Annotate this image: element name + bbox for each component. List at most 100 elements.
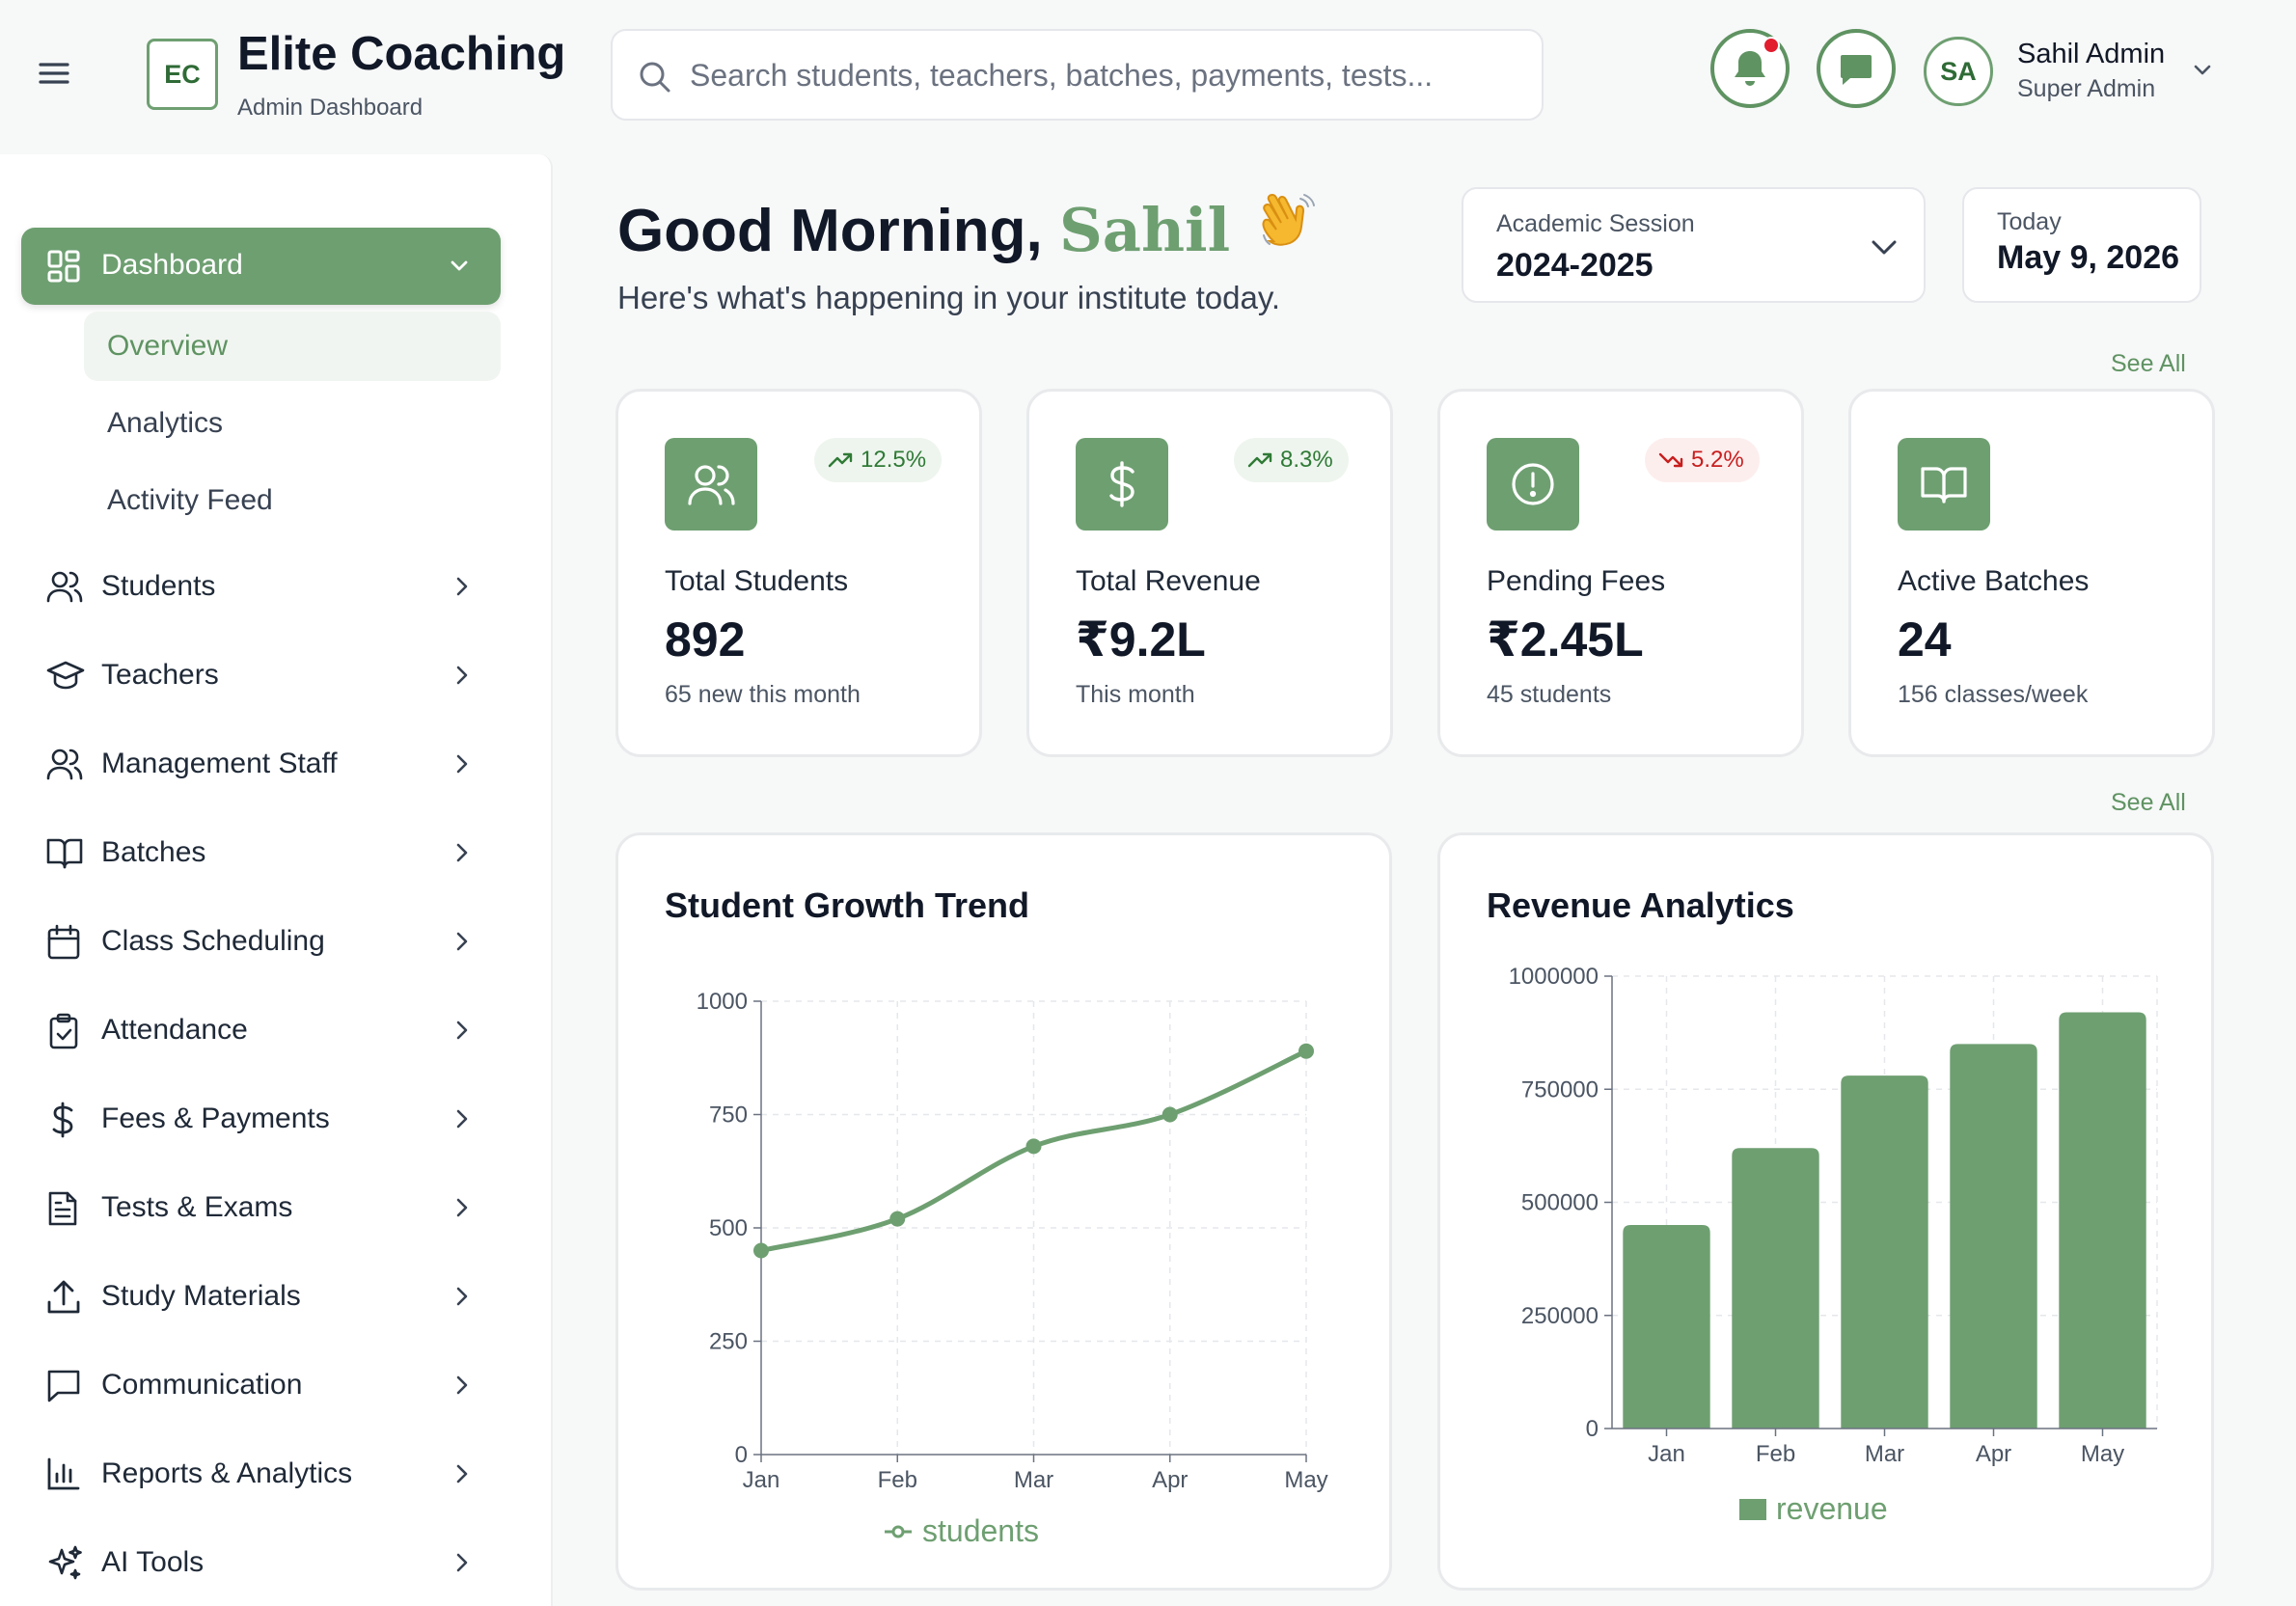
y-tick-label: 750 [709,1102,748,1129]
session-value: 2024-2025 [1496,247,1654,284]
message-icon [1837,49,1875,88]
sidebar-subitem-analytics[interactable]: Analytics [107,407,224,439]
dollar-icon [46,1102,79,1138]
trend-value: 8.3% [1280,447,1333,473]
book-open-icon [46,835,83,870]
chart-legend[interactable]: revenue [1739,1491,1888,1527]
page-title: Good Morning, Sahil [617,193,1318,265]
sidebar-subitem-overview[interactable]: Overview [84,312,501,381]
sidebar-item-batches[interactable]: Batches [0,819,553,886]
sidebar-item-study-materials[interactable]: Study Materials [0,1263,553,1330]
sidebar-item-label: Students [101,570,216,602]
y-tick-label: 250000 [1521,1303,1599,1329]
revenue-bar-chart: 0 250000 500000 750000 1000000 Jan Feb Mar Apr Ma… [1509,964,2158,1467]
x-tick-label: Jan [743,1467,780,1493]
stat-note: 156 classes/week [1898,681,2089,708]
trend-badge: 8.3% [1234,438,1349,482]
stat-value: ₹9.2L [1076,612,1206,667]
chevron-right-icon [451,1285,473,1308]
trend-badge: 12.5% [814,438,943,482]
line-legend-swatch [885,1525,912,1538]
stat-title: Total Revenue [1076,565,1261,597]
search-input[interactable] [690,48,1519,102]
messages-button[interactable] [1817,29,1896,108]
sidebar-item-teachers[interactable]: Teachers [0,641,553,709]
sidebar-item-label: Teachers [101,659,219,691]
notifications-button[interactable] [1710,29,1790,108]
sidebar-item-students[interactable]: Students [0,553,553,620]
stat-value: 892 [665,612,746,667]
chevron-right-icon [451,1019,473,1042]
search-icon [638,60,672,95]
sidebar-item-tests-exams[interactable]: Tests & Exams [0,1174,553,1241]
sidebar-item-reports-analytics[interactable]: Reports & Analytics [0,1440,553,1508]
users-icon [46,569,83,604]
see-all-charts-link[interactable]: See All [2111,789,2186,816]
today-date: Today May 9, 2026 [1962,187,2201,303]
bell-icon [1731,47,1769,90]
x-tick-label: Feb [1756,1441,1795,1467]
trend-badge: 5.2% [1645,438,1760,482]
sidebar-item-class-scheduling[interactable]: Class Scheduling [0,908,553,975]
x-tick-label: May [1284,1467,1327,1493]
sidebar-item-fees-payments[interactable]: Fees & Payments [0,1085,553,1153]
sidebar-item-label: Tests & Exams [101,1191,293,1223]
avatar[interactable]: SA [1924,37,1993,106]
graduation-cap-icon [46,658,85,693]
today-value: May 9, 2026 [1997,239,2180,276]
chevron-right-icon [451,664,473,687]
x-tick-label: Mar [1865,1441,1904,1467]
see-all-stats-link[interactable]: See All [2111,350,2186,377]
sidebar-item-label: Attendance [101,1014,248,1046]
stat-card-total-revenue[interactable]: 8.3% Total Revenue ₹9.2L This month [1026,389,1393,757]
page-subtitle: Here's what's happening in your institut… [617,280,1281,315]
chevron-right-icon [451,752,473,776]
academic-session-select[interactable]: Academic Session 2024-2025 [1462,187,1926,303]
stat-card-pending-fees[interactable]: 5.2% Pending Fees ₹2.45L 45 students [1437,389,1804,757]
x-tick-label: Feb [878,1467,917,1493]
bar-mar [1841,1075,1928,1429]
sidebar-item-attendance[interactable]: Attendance [0,996,553,1064]
y-tick-label: 500 [709,1215,748,1241]
sidebar-item-label: Dashboard [101,249,243,281]
book-open-icon [1898,438,1990,531]
sidebar-item-management-staff[interactable]: Management Staff [0,730,553,798]
menu-icon[interactable] [37,56,71,91]
stat-card-active-batches[interactable]: Active Batches 24 156 classes/week [1848,389,2215,757]
sidebar-subitem-activity-feed[interactable]: Activity Feed [107,484,273,516]
stat-value: ₹2.45L [1487,612,1644,667]
sidebar-item-dashboard[interactable]: Dashboard [21,228,501,305]
sidebar-item-label: Communication [101,1369,303,1401]
data-point [1162,1106,1178,1123]
trend-down-icon [1658,452,1683,468]
chart-legend[interactable]: students [884,1513,1039,1549]
user-group-icon [46,747,83,781]
bar-may [2059,1012,2146,1429]
data-point [1025,1138,1042,1155]
sidebar-item-ai-tools[interactable]: AI Tools [0,1529,553,1596]
chevron-down-icon[interactable] [2190,58,2215,83]
brand-title: Elite Coaching [237,28,566,80]
sparkles-icon [46,1545,83,1582]
dollar-icon [1076,438,1168,531]
y-tick-label: 1000 [697,989,748,1015]
stat-title: Total Students [665,565,849,597]
trend-value: 12.5% [861,447,927,473]
y-tick-label: 0 [735,1442,748,1468]
sidebar [0,154,553,1606]
x-tick-label: Jan [1648,1441,1685,1467]
sidebar-item-label: Management Staff [101,748,338,779]
chevron-right-icon [451,1462,473,1485]
alert-circle-icon [1487,438,1579,531]
bar-apr [1950,1044,2037,1429]
dashboard-grid-icon [46,249,81,284]
y-tick-label: 500000 [1521,1190,1599,1216]
x-tick-label: Apr [1152,1467,1188,1493]
chevron-down-icon [446,253,473,280]
stat-note: This month [1076,681,1195,708]
chart-title: Student Growth Trend [665,885,1029,925]
bar-legend-swatch [1739,1498,1766,1520]
sidebar-item-communication[interactable]: Communication [0,1351,553,1419]
sidebar-item-label: AI Tools [101,1546,205,1578]
stat-card-total-students[interactable]: 12.5% Total Students 892 65 new this mon… [615,389,982,757]
